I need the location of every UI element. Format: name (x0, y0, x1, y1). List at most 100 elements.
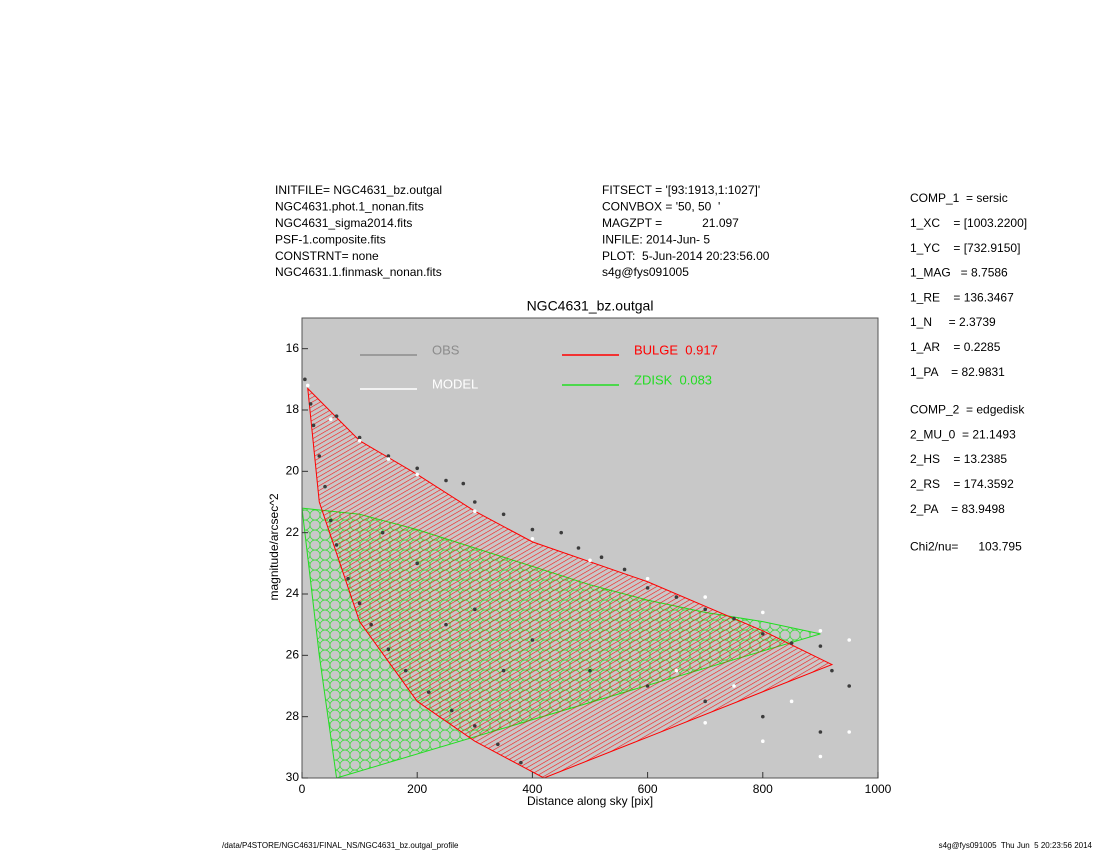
data-point (588, 668, 592, 673)
header-line: INFILE: 2014-Jun- 5 (602, 232, 710, 246)
data-point (830, 668, 834, 673)
y-tick-label: 30 (286, 770, 300, 784)
data-point (317, 454, 322, 458)
x-tick-label: 0 (299, 782, 306, 796)
legend-label: ZDISK 0.083 (634, 372, 712, 387)
y-tick-label: 24 (286, 586, 300, 600)
data-point (761, 739, 765, 743)
header-line: MAGZPT = 21.097 (602, 216, 739, 230)
y-tick-label: 20 (286, 464, 300, 478)
parameter: 1_PA = 82.9831 (910, 365, 1005, 379)
data-point (703, 595, 707, 599)
data-point (323, 484, 327, 489)
model-band (307, 387, 834, 778)
data-point (473, 509, 477, 513)
data-point (818, 629, 823, 633)
data-point (308, 402, 313, 406)
parameter: 1_MAG = 8.7586 (910, 266, 1008, 280)
data-point (599, 555, 604, 559)
data-point (674, 668, 679, 673)
data-point (818, 754, 823, 759)
plot-frame (301, 317, 879, 779)
data-point (703, 721, 707, 725)
data-point (501, 668, 506, 673)
data-point (473, 500, 477, 504)
header-line: FITSECT = '[93:1913,1:1027]' (602, 183, 760, 197)
data-point (415, 466, 420, 471)
data-point (305, 383, 310, 388)
data-point (674, 595, 679, 599)
footer-path: /data/P4STORE/NGC4631/FINAL_NS/NGC4631_b… (222, 841, 459, 850)
data-point (386, 454, 391, 458)
data-point (530, 537, 535, 541)
data-point (403, 668, 408, 673)
y-tick-label: 28 (286, 709, 300, 723)
data-point (444, 622, 448, 627)
y-axis-label: magnitude/arcsec^2 (267, 493, 281, 600)
data-point (346, 576, 350, 581)
data-point (847, 638, 851, 642)
data-point (357, 601, 362, 605)
data-point (444, 478, 448, 483)
data-point (334, 543, 339, 547)
data-point (449, 708, 454, 713)
data-point (519, 760, 523, 765)
parameter: 1_XC = [1003.2200] (910, 216, 1027, 230)
data-point (461, 481, 466, 486)
data-point (426, 690, 431, 694)
data-point (329, 417, 333, 422)
parameter: 2_PA = 83.9498 (910, 502, 1005, 516)
parameter: COMP_2 = edgedisk (910, 403, 1025, 417)
header-line: CONSTRNT= none (275, 249, 379, 263)
legend-label: MODEL (432, 376, 478, 391)
data-point (703, 699, 707, 704)
header-line: NGC4631.phot.1_nonan.fits (275, 200, 424, 214)
data-point (311, 423, 316, 428)
data-point (357, 438, 362, 443)
data-point (415, 472, 420, 477)
header-line: s4g@fys091005 (602, 265, 689, 279)
parameter: 1_N = 2.3739 (910, 315, 996, 329)
data-point (761, 632, 765, 636)
data-point (761, 714, 765, 719)
y-tick-label: 18 (286, 402, 300, 416)
x-tick-label: 200 (407, 782, 427, 796)
parameter: 2_RS = 174.3592 (910, 477, 1014, 491)
plot-area (302, 318, 878, 778)
data-point (576, 546, 581, 550)
data-point (357, 435, 362, 440)
data-point (530, 638, 535, 642)
data-point (645, 586, 650, 590)
data-point (386, 457, 391, 461)
y-tick-label: 22 (286, 525, 300, 539)
data-point (645, 684, 650, 688)
data-point (789, 641, 794, 645)
data-point (732, 684, 736, 688)
chart-title: NGC4631_bz.outgal (527, 298, 654, 314)
legend-label: OBS (432, 342, 460, 357)
data-point (645, 576, 650, 581)
data-point (386, 647, 391, 651)
data-point (473, 724, 477, 728)
data-point (415, 561, 420, 566)
parameter: 2_HS = 13.2385 (910, 452, 1007, 466)
data-point (789, 699, 794, 704)
header-line: PLOT: 5-Jun-2014 20:23:56.00 (602, 249, 770, 263)
footer-stamp: s4g@fys091005 Thu Jun 5 20:23:56 2014 (939, 841, 1093, 850)
y-tick-label: 26 (286, 648, 300, 662)
x-tick-label: 600 (638, 782, 658, 796)
x-tick-label: 1000 (865, 782, 892, 796)
parameter: COMP_1 = sersic (910, 191, 1008, 205)
data-point (501, 512, 506, 517)
data-point (369, 622, 373, 627)
x-tick-label: 400 (522, 782, 542, 796)
parameter: 1_AR = 0.2285 (910, 340, 1001, 354)
data-point (761, 610, 765, 615)
parameter: 2_MU_0 = 21.1493 (910, 427, 1016, 441)
y-tick-label: 16 (286, 341, 300, 355)
x-axis-label: Distance along sky [pix] (527, 794, 653, 808)
header-line: INITFILE= NGC4631_bz.outgal (275, 183, 442, 197)
data-point (818, 644, 823, 648)
parameter: 1_YC = [732.9150] (910, 241, 1020, 255)
